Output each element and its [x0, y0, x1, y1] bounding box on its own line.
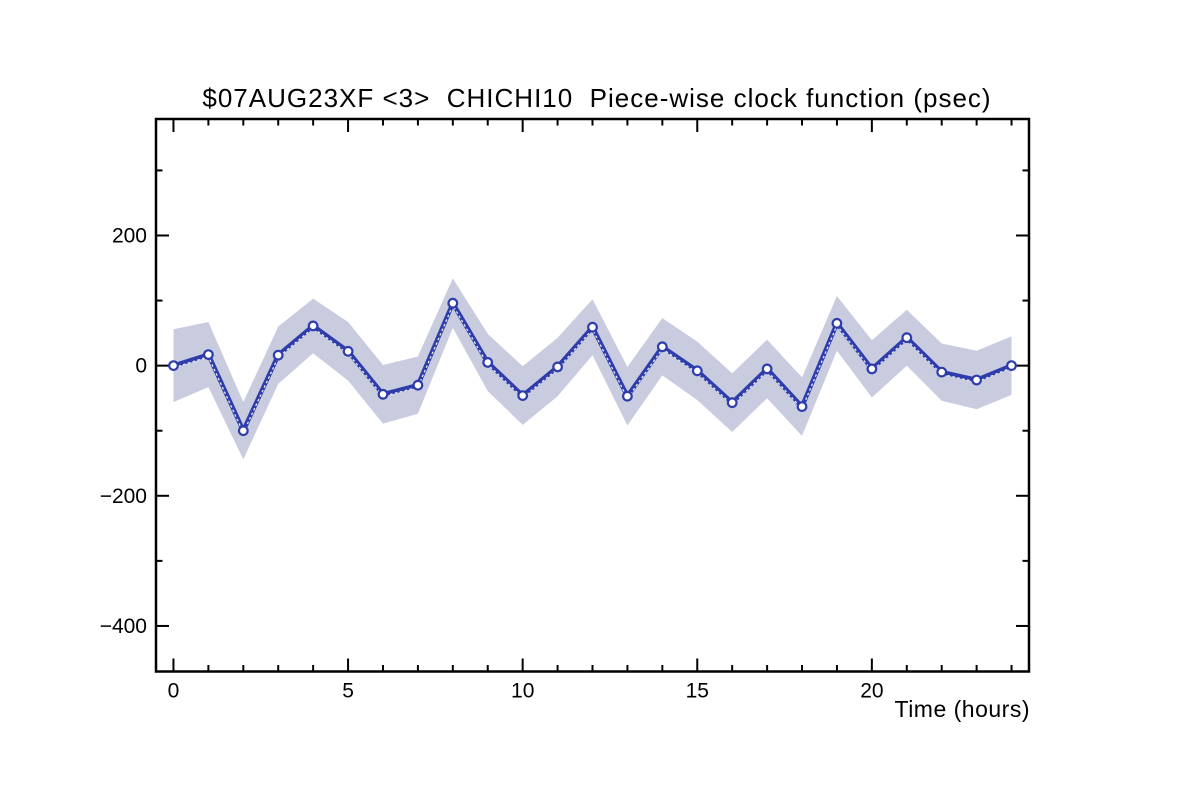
data-point-marker [691, 365, 703, 377]
x-tick-label: 10 [511, 680, 534, 703]
data-point-marker [587, 321, 598, 333]
y-tick-label: 200 [112, 225, 147, 248]
data-point-marker [656, 341, 668, 353]
data-point-marker [971, 374, 982, 386]
data-point-marker [272, 349, 284, 361]
x-tick-label: 15 [686, 680, 709, 703]
x-axis-label: Time (hours) [895, 696, 1031, 722]
data-point-marker [307, 320, 319, 332]
x-tick-label: 5 [342, 680, 354, 703]
data-point-marker [1006, 360, 1017, 372]
y-tick-label: −400 [100, 615, 147, 638]
data-point-marker [237, 425, 249, 437]
data-point-marker [622, 390, 633, 402]
data-point-marker [202, 349, 214, 361]
data-point-marker [377, 388, 389, 400]
plot-title: $07AUG23XF <3> CHICHI10 Piece-wise clock… [202, 83, 991, 113]
plot-frame [154, 117, 1031, 673]
data-point-marker [342, 345, 354, 357]
x-tick-label: 0 [168, 680, 180, 703]
data-point-marker [482, 357, 494, 368]
data-point-marker [517, 390, 529, 402]
data-point-marker [831, 317, 843, 329]
data-point-marker [761, 363, 773, 375]
data-point-marker [412, 379, 424, 391]
data-point-marker [901, 332, 913, 344]
plot-layer: 0 5 10 15 20 200 0 −200 −400 [100, 117, 1031, 703]
error-band [173, 278, 1012, 460]
y-tick-label: 0 [135, 355, 147, 378]
y-tick-label: −200 [100, 485, 147, 508]
data-point-marker [866, 363, 878, 375]
data-point-marker [796, 401, 808, 413]
data-point-marker [726, 397, 738, 409]
data-point-marker [552, 361, 563, 373]
data-point-marker [936, 366, 948, 378]
data-point-marker [168, 360, 179, 372]
data-point-marker [447, 297, 459, 309]
x-tick-label: 20 [860, 680, 883, 703]
